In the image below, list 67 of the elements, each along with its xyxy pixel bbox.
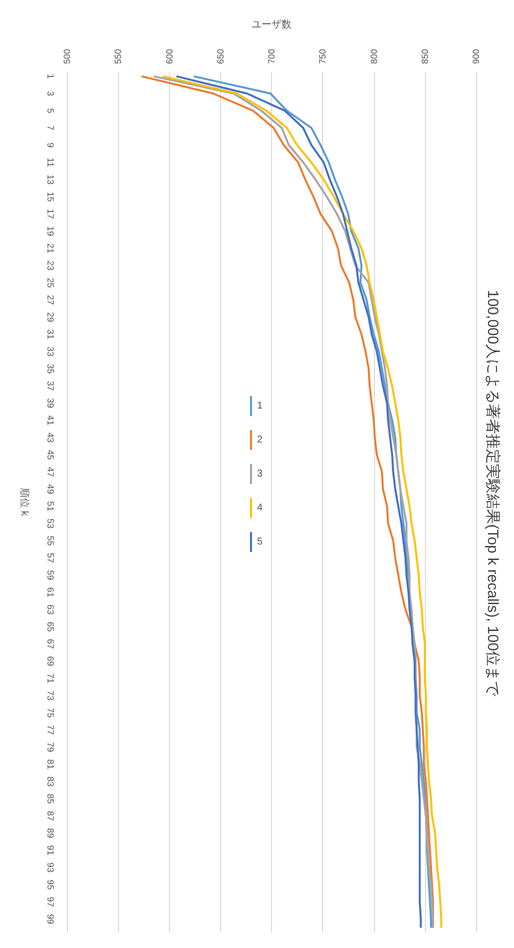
y-axis-title: 順位 k [18, 488, 30, 517]
y-tick-label: 61 [46, 587, 56, 598]
legend-label: 1 [257, 400, 263, 412]
y-tick-label: 11 [46, 158, 56, 167]
legend-label: 5 [257, 536, 263, 548]
y-tick-label: 63 [46, 604, 56, 615]
y-tick-label: 97 [46, 896, 56, 907]
y-tick-label: 47 [46, 466, 56, 477]
y-tick-label: 89 [46, 828, 56, 838]
y-tick-label: 37 [46, 380, 56, 391]
y-tick-label: 35 [46, 364, 56, 374]
y-tick-label: 69 [46, 656, 56, 666]
legend-label: 2 [257, 434, 263, 446]
y-tick-label: 77 [46, 724, 56, 735]
y-tick-label: 71 [46, 673, 56, 684]
x-tick-label: 850 [420, 48, 430, 64]
y-tick-label: 43 [46, 432, 56, 443]
x-tick-label: 600 [164, 48, 174, 64]
y-tick-label: 5 [46, 108, 56, 114]
x-tick-label: 900 [471, 48, 481, 64]
y-tick-label: 13 [46, 174, 56, 185]
y-tick-label: 41 [46, 415, 56, 426]
y-tick-label: 55 [46, 536, 56, 546]
y-tick-label: 49 [46, 484, 56, 494]
y-tick-label: 21 [46, 243, 56, 254]
y-tick-label: 93 [46, 862, 56, 873]
y-tick-label: 39 [46, 398, 56, 408]
y-tick-label: 53 [46, 518, 56, 529]
y-tick-label: 25 [46, 278, 56, 288]
y-tick-label: 29 [46, 312, 56, 322]
y-tick-label: 65 [46, 622, 56, 632]
y-tick-label: 23 [46, 260, 56, 271]
y-tick-label: 75 [46, 708, 56, 718]
x-tick-label: 500 [62, 48, 72, 64]
y-tick-label: 33 [46, 346, 56, 357]
legend-label: 4 [257, 502, 263, 514]
x-tick-label: 650 [215, 48, 226, 64]
y-tick-label: 27 [46, 294, 56, 305]
y-tick-label: 9 [46, 142, 56, 148]
y-tick-label: 31 [46, 329, 56, 340]
y-tick-label: 95 [46, 880, 56, 890]
y-tick-label: 51 [46, 501, 56, 512]
y-tick-label: 81 [46, 759, 56, 770]
y-tick-label: 17 [46, 208, 56, 219]
y-tick-label: 83 [46, 776, 56, 787]
x-tick-label: 550 [113, 48, 124, 64]
y-tick-label: 45 [46, 450, 56, 460]
y-tick-label: 79 [46, 742, 56, 752]
y-tick-label: 7 [46, 125, 56, 130]
y-tick-label: 3 [46, 90, 56, 96]
y-tick-label: 59 [46, 570, 56, 580]
y-tick-label: 73 [46, 690, 56, 701]
legend-label: 3 [257, 468, 263, 480]
x-tick-label: 750 [318, 48, 328, 64]
y-tick-label: 99 [46, 914, 56, 924]
x-axis-title: ユーザ数 [252, 20, 292, 30]
y-tick-label: 57 [46, 552, 56, 563]
y-tick-label: 1 [46, 74, 56, 79]
y-tick-label: 15 [46, 192, 56, 202]
text: 100,000人による著者推定実験結果(Top k recalls), 100位まで [484, 290, 501, 697]
y-tick-label: 91 [46, 845, 56, 856]
y-tick-label: 87 [46, 810, 56, 821]
y-tick-label: 85 [46, 794, 56, 804]
y-tick-label: 19 [46, 226, 56, 236]
y-tick-label: 67 [46, 638, 56, 649]
x-tick-label: 800 [368, 48, 379, 64]
x-tick-label: 700 [266, 48, 276, 64]
